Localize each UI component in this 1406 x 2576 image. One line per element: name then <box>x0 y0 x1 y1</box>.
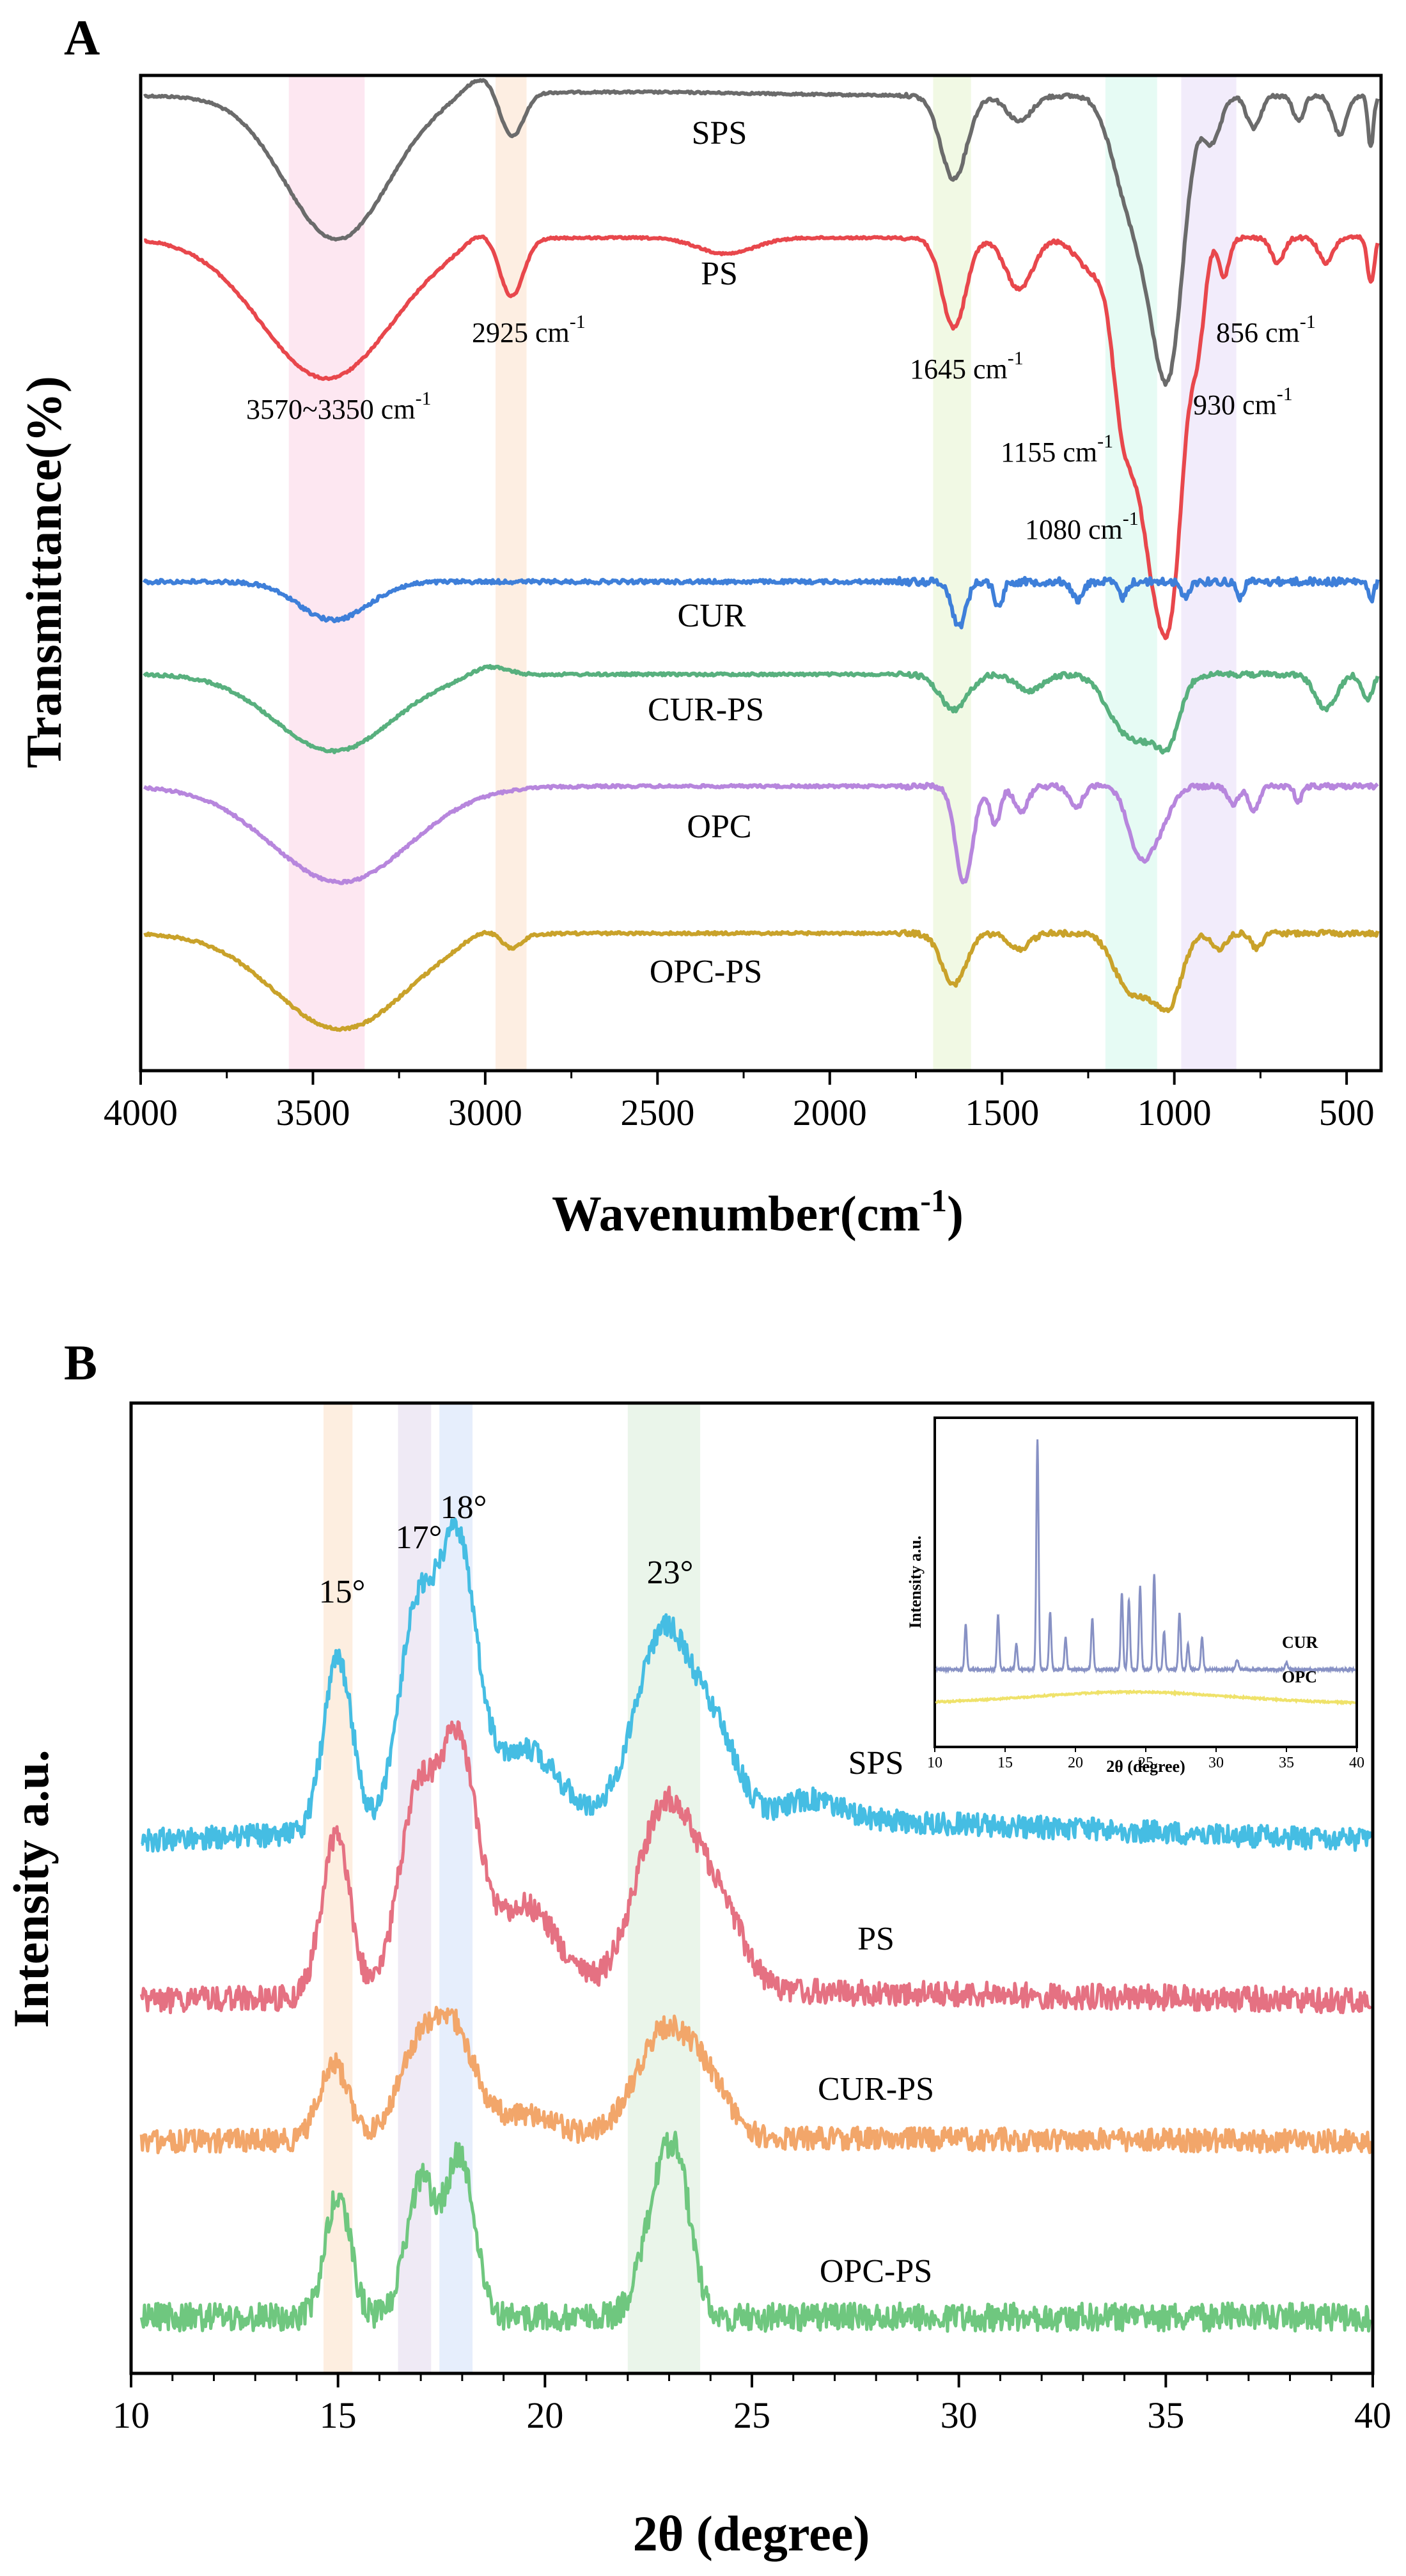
panel-b-y-axis-title: Intensity a.u. <box>3 1750 59 2028</box>
inset-line-opc <box>935 1689 1355 1706</box>
panel-b-series-labels: SPS PS CUR-PS OPC-PS <box>818 1745 934 2290</box>
panel-a-annotations: 2925 cm-1 3570~3350 cm-1 1645 cm-1 856 c… <box>246 311 1316 545</box>
xrd-line-ps <box>139 1720 1372 2015</box>
xrd-tick-label-35: 35 <box>1147 2394 1184 2436</box>
inset-x-axis-title: 2θ (degree) <box>1106 1757 1185 1776</box>
annot-856: 856 cm-1 <box>1216 311 1316 348</box>
ftir-tick-label-3000: 3000 <box>448 1092 522 1133</box>
inset-plot: 10 15 20 25 30 35 40 2θ (degree) Intensity a.u… <box>906 1416 1364 1776</box>
panel-a-series-labels: SPS PS CUR CUR-PS OPC OPC-PS <box>648 115 764 990</box>
inset-label-opc: OPC <box>1282 1668 1317 1686</box>
ftir-tick-label-2000: 2000 <box>793 1092 867 1133</box>
panel-b-x-axis-title: 2θ (degree) <box>633 2506 870 2561</box>
ftir-line-cur-ps <box>143 663 1380 755</box>
peak-label-15: 15° <box>319 1574 366 1610</box>
label-cur-ps: CUR-PS <box>648 692 764 728</box>
panel-a-bands <box>288 75 1237 1071</box>
panel-a-letter: A <box>64 10 100 65</box>
panel-a-series <box>142 78 1380 1032</box>
xrd-tick-label-25: 25 <box>733 2394 770 2436</box>
inset-tick-label-35: 35 <box>1279 1755 1294 1771</box>
ftir-tick-label-3500: 3500 <box>276 1092 350 1133</box>
annot-3570-3350: 3570~3350 cm-1 <box>246 388 432 425</box>
xrd-band-1 <box>398 1403 432 2373</box>
ftir-line-opc <box>143 782 1379 885</box>
inset-tick-label-10: 10 <box>927 1755 942 1771</box>
xrd-line-sps <box>141 1517 1373 1853</box>
label-cur: CUR <box>678 598 746 634</box>
panel-b-peak-labels: 15° 17° 18° 23° <box>319 1489 694 1610</box>
annot-2925: 2925 cm-1 <box>472 311 586 348</box>
ftir-band-1 <box>496 75 527 1071</box>
panel-b-series <box>139 1517 1373 2333</box>
ftir-band-2 <box>933 75 971 1071</box>
xrd-line-opc-ps <box>139 2130 1373 2333</box>
inset-frame <box>933 1416 1358 1748</box>
label-opc: OPC <box>687 809 751 845</box>
panel-a-x-axis-title: Wavenumber(cm-1) <box>552 1183 964 1241</box>
ftir-tick-label-1000: 1000 <box>1137 1092 1212 1133</box>
inset-tick-label-15: 15 <box>997 1755 1013 1771</box>
xrd-band-3 <box>627 1403 701 2373</box>
label-opc-ps: OPC-PS <box>650 954 762 990</box>
label-b-cur-ps: CUR-PS <box>818 2071 934 2107</box>
xrd-tick-label-40: 40 <box>1354 2394 1391 2436</box>
label-b-sps: SPS <box>848 1745 904 1781</box>
annot-1645: 1645 cm-1 <box>910 348 1024 385</box>
ftir-tick-label-1500: 1500 <box>965 1092 1039 1133</box>
ftir-line-sps <box>143 78 1380 387</box>
xrd-tick-label-10: 10 <box>113 2394 150 2436</box>
label-sps: SPS <box>692 115 747 151</box>
ftir-band-0 <box>288 75 365 1071</box>
label-b-opc-ps: OPC-PS <box>820 2253 932 2290</box>
label-b-ps: PS <box>857 1921 894 1957</box>
panel-b-x-ticks: 10 15 20 25 30 35 40 <box>113 2373 1391 2436</box>
ftir-tick-label-2500: 2500 <box>620 1092 694 1133</box>
annot-1080: 1080 cm-1 <box>1025 508 1139 545</box>
ftir-tick-label-4000: 4000 <box>104 1092 178 1133</box>
xrd-tick-label-15: 15 <box>320 2394 357 2436</box>
ftir-tick-label-500: 500 <box>1319 1092 1375 1133</box>
panel-b-letter: B <box>64 1335 97 1390</box>
inset-x-ticks: 10 15 20 25 30 35 40 <box>927 1747 1364 1771</box>
xrd-tick-label-20: 20 <box>526 2394 563 2436</box>
inset-y-axis-title: Intensity a.u. <box>906 1535 925 1628</box>
ftir-band-4 <box>1181 75 1237 1071</box>
ftir-line-cur <box>142 576 1380 630</box>
inset-series <box>935 1439 1356 1706</box>
peak-label-17: 17° <box>396 1519 442 1556</box>
peak-label-18: 18° <box>441 1489 487 1526</box>
annot-930: 930 cm-1 <box>1193 384 1293 421</box>
ftir-line-opc-ps <box>143 929 1380 1032</box>
inset-label-cur: CUR <box>1282 1633 1318 1652</box>
xrd-line-cur-ps <box>139 2005 1373 2155</box>
label-ps: PS <box>701 256 738 292</box>
inset-line-cur <box>935 1439 1356 1675</box>
annot-1155: 1155 cm-1 <box>1001 431 1113 468</box>
panel-a-x-ticks: 4000 3500 3000 2500 2000 1500 1000 500 <box>104 1071 1375 1133</box>
ftir-line-ps <box>143 234 1380 640</box>
panel-a-y-axis-title: Transmittance(%) <box>16 376 72 768</box>
inset-tick-label-25: 25 <box>1138 1755 1153 1771</box>
xrd-tick-label-30: 30 <box>941 2394 978 2436</box>
inset-tick-label-40: 40 <box>1349 1755 1364 1771</box>
panel-a-frame <box>139 74 1383 1073</box>
inset-tick-label-20: 20 <box>1068 1755 1083 1771</box>
peak-label-23: 23° <box>647 1555 694 1591</box>
inset-tick-label-30: 30 <box>1208 1755 1224 1771</box>
